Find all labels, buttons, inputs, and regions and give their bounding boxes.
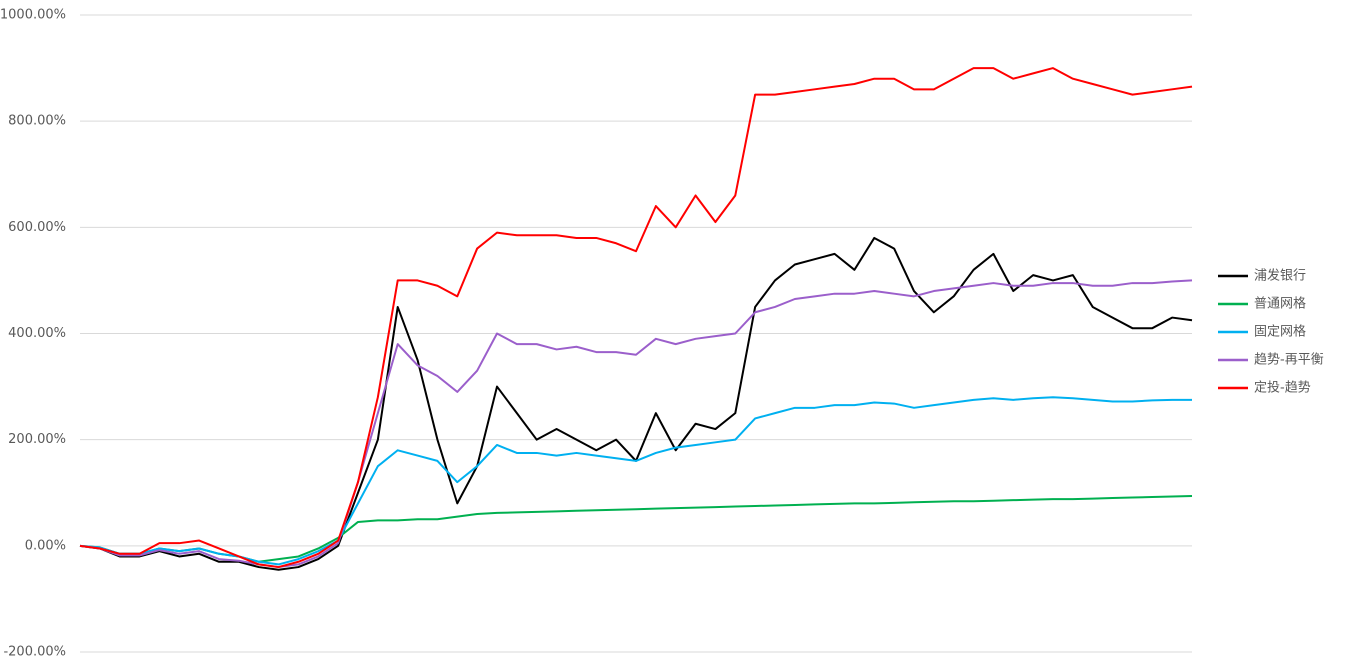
legend-label: 普通网格 bbox=[1254, 296, 1306, 312]
legend-label: 浦发银行 bbox=[1254, 268, 1306, 284]
legend-label: 固定网格 bbox=[1254, 324, 1306, 340]
series-line bbox=[79, 236, 1193, 571]
y-tick-label: 200.00% bbox=[8, 432, 66, 447]
series-line bbox=[79, 67, 1193, 569]
y-tick-label: 400.00% bbox=[8, 326, 66, 341]
series-line bbox=[79, 396, 1192, 566]
series-line bbox=[79, 279, 1193, 569]
y-tick-label: 600.00% bbox=[8, 220, 66, 235]
legend-label: 定投-趋势 bbox=[1254, 380, 1311, 396]
y-tick-label: 800.00% bbox=[8, 114, 66, 129]
y-tick-label: 0.00% bbox=[25, 538, 66, 553]
series-line bbox=[79, 494, 1193, 563]
y-tick-label: 1000.00% bbox=[0, 8, 66, 23]
y-tick-label: -200.00% bbox=[3, 645, 66, 660]
legend-label: 趋势-再平衡 bbox=[1254, 352, 1324, 368]
